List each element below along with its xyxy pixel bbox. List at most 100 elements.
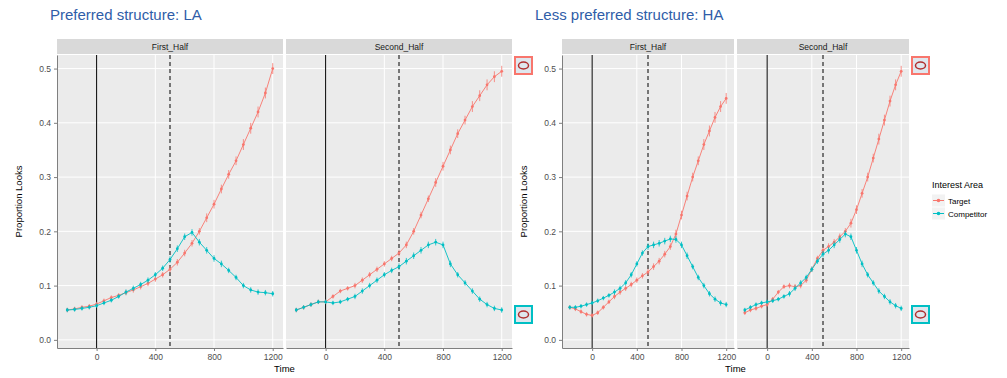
series-point bbox=[861, 262, 864, 265]
error-bar bbox=[318, 300, 319, 304]
series-point bbox=[624, 281, 627, 284]
y-axis-line bbox=[57, 56, 58, 349]
x-tick: 800 bbox=[850, 348, 864, 362]
x-tick-mark bbox=[812, 348, 813, 351]
legend-key-point bbox=[937, 212, 941, 216]
error-bar bbox=[384, 272, 385, 277]
series-point bbox=[766, 300, 769, 303]
series-point bbox=[883, 295, 886, 298]
series-point bbox=[719, 302, 722, 305]
series-point bbox=[464, 119, 467, 122]
series-point bbox=[827, 249, 830, 252]
error-bar bbox=[625, 280, 626, 285]
series-point bbox=[675, 233, 678, 236]
series-point bbox=[619, 287, 622, 290]
series bbox=[743, 231, 902, 312]
series-point bbox=[324, 300, 327, 303]
series-point bbox=[838, 238, 841, 241]
error-bar bbox=[376, 267, 377, 272]
x-tick-mark bbox=[384, 348, 385, 351]
series-point bbox=[361, 290, 364, 293]
error-bar bbox=[631, 272, 632, 277]
series-point bbox=[125, 291, 128, 294]
error-bar bbox=[620, 286, 621, 291]
series-point bbox=[169, 258, 172, 261]
series-point bbox=[635, 262, 638, 265]
grid-line-y bbox=[737, 339, 909, 340]
error-bar bbox=[653, 263, 654, 270]
picture-icon-shape bbox=[916, 62, 926, 69]
series-point bbox=[608, 294, 611, 297]
x-tick: 1200 bbox=[892, 348, 911, 362]
series-point bbox=[900, 307, 903, 310]
series-point bbox=[702, 284, 705, 287]
error-bar bbox=[325, 300, 326, 304]
series-point bbox=[161, 273, 164, 276]
picture-icon-shape bbox=[916, 311, 926, 318]
x-tick-mark bbox=[637, 348, 638, 351]
error-bar bbox=[206, 247, 207, 254]
error-bar bbox=[580, 309, 581, 313]
series bbox=[295, 66, 503, 312]
legend-key-point bbox=[937, 199, 941, 203]
y-tick-mark bbox=[54, 231, 57, 232]
plot-background bbox=[562, 55, 734, 348]
series-point bbox=[844, 233, 847, 236]
series-point bbox=[471, 290, 474, 293]
y-tick-mark bbox=[54, 69, 57, 70]
error-bar bbox=[118, 294, 119, 298]
error-bar bbox=[636, 277, 637, 282]
error-bar bbox=[103, 301, 104, 305]
error-bar bbox=[125, 289, 126, 294]
series-point bbox=[850, 222, 853, 225]
error-bar bbox=[789, 283, 790, 288]
error-bar bbox=[421, 247, 422, 254]
x-tick: 1200 bbox=[493, 348, 512, 362]
x-tick-mark bbox=[857, 348, 858, 351]
reference-line bbox=[592, 55, 593, 348]
chart: Less preferred structure: HAFirst_Half04… bbox=[518, 6, 987, 374]
error-bar bbox=[795, 286, 796, 291]
error-bar bbox=[692, 173, 693, 182]
x-axis-line bbox=[738, 348, 910, 349]
series-line bbox=[745, 234, 901, 310]
series-point bbox=[154, 278, 157, 281]
series-point bbox=[691, 265, 694, 268]
error-bar bbox=[421, 212, 422, 219]
error-bar bbox=[214, 200, 215, 209]
series-point bbox=[855, 208, 858, 211]
series-point bbox=[580, 310, 583, 313]
series-point bbox=[777, 298, 780, 301]
series-point bbox=[427, 244, 430, 247]
series-point bbox=[866, 176, 869, 179]
series-point bbox=[295, 309, 298, 312]
series-point bbox=[346, 298, 349, 301]
error-bar bbox=[856, 247, 857, 254]
error-bar bbox=[878, 288, 879, 293]
series-point bbox=[390, 257, 393, 260]
series-point bbox=[235, 159, 238, 162]
series-point bbox=[889, 300, 892, 303]
series-point bbox=[580, 305, 583, 308]
series-point bbox=[725, 97, 728, 100]
series-point bbox=[449, 149, 452, 152]
y-tick: 0.1 bbox=[39, 281, 57, 291]
x-axis: 04008001200 bbox=[563, 348, 737, 362]
y-tick: 0.0 bbox=[39, 335, 57, 345]
error-bar bbox=[670, 236, 671, 243]
error-bar bbox=[839, 236, 840, 243]
x-axis: 04008001200 bbox=[287, 348, 513, 362]
y-tick-label: 0.2 bbox=[544, 227, 556, 237]
series-point bbox=[183, 235, 186, 238]
series-point bbox=[568, 306, 571, 309]
y-tick-label: 0.3 bbox=[544, 172, 556, 182]
series bbox=[743, 66, 902, 315]
series-point bbox=[680, 214, 683, 217]
grid-line-y bbox=[286, 122, 512, 123]
series-point bbox=[900, 70, 903, 73]
series-point bbox=[771, 299, 774, 302]
series-line bbox=[570, 98, 726, 315]
error-bar bbox=[884, 115, 885, 126]
x-axis: 04008001200 bbox=[738, 348, 912, 362]
error-bar bbox=[715, 112, 716, 123]
